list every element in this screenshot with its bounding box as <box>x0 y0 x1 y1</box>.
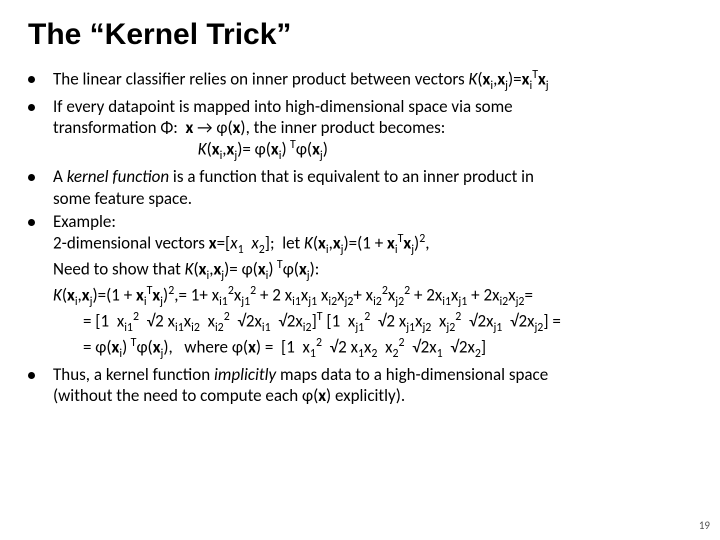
bullet-4-line-6: = φ(xi) Tφ(xj), where φ(x) = [1 x12 √2 x… <box>53 336 561 362</box>
bullet-list: The linear classifier relies on inner pr… <box>28 68 692 406</box>
bullet-3-line-1: A kernel function is a function that is … <box>53 166 534 187</box>
bullet-4-line-4: K(xi,xj)=(1 + xiTxj)2,= 1+ xi12xj12 + 2 … <box>53 284 561 310</box>
bullet-dot-icon <box>28 76 35 83</box>
bullet-5-line-1: Thus, a kernel function implicitly maps … <box>53 364 548 385</box>
bullet-2-text: If every datapoint is mapped into high-d… <box>53 96 513 164</box>
bullet-1-text: The linear classifier relies on inner pr… <box>53 68 549 94</box>
bullet-dot-icon <box>28 372 35 379</box>
bullet-2-line-3: K(xi,xj)= φ(xi) Tφ(xj) <box>53 138 513 164</box>
bullet-3-line-2: some feature space. <box>53 188 534 209</box>
bullet-5-text: Thus, a kernel function implicitly maps … <box>53 364 548 407</box>
bullet-4-line-5: = [1 xi12 √2 xi1xi2 xi22 √2xi1 √2xi2]T [… <box>53 310 561 336</box>
bullet-2-line-1: If every datapoint is mapped into high-d… <box>53 96 513 117</box>
bullet-4-line-2: 2-dimensional vectors x=[x1 x2]; let K(x… <box>53 232 561 258</box>
bullet-2: If every datapoint is mapped into high-d… <box>28 96 692 164</box>
slide-title: The “Kernel Trick” <box>28 18 692 52</box>
bullet-5: Thus, a kernel function implicitly maps … <box>28 364 692 407</box>
bullet-5-line-2: (without the need to compute each φ(x) e… <box>53 385 548 406</box>
bullet-dot-icon <box>28 104 35 111</box>
bullet-1: The linear classifier relies on inner pr… <box>28 68 692 94</box>
bullet-3-text: A kernel function is a function that is … <box>53 166 534 209</box>
bullet-2-line-2: transformation Φ: x → φ(x), the inner pr… <box>53 117 513 138</box>
bullet-4-line-1: Example: <box>53 211 561 232</box>
bullet-4-text: Example: 2-dimensional vectors x=[x1 x2]… <box>53 211 561 362</box>
bullet-4-line-3: Need to show that K(xi,xj)= φ(xi) Tφ(xj)… <box>53 258 561 284</box>
slide: The “Kernel Trick” The linear classifier… <box>0 0 720 540</box>
bullet-dot-icon <box>28 219 35 226</box>
bullet-4: Example: 2-dimensional vectors x=[x1 x2]… <box>28 211 692 362</box>
page-number: 19 <box>699 519 710 532</box>
bullet-dot-icon <box>28 174 35 181</box>
bullet-3: A kernel function is a function that is … <box>28 166 692 209</box>
